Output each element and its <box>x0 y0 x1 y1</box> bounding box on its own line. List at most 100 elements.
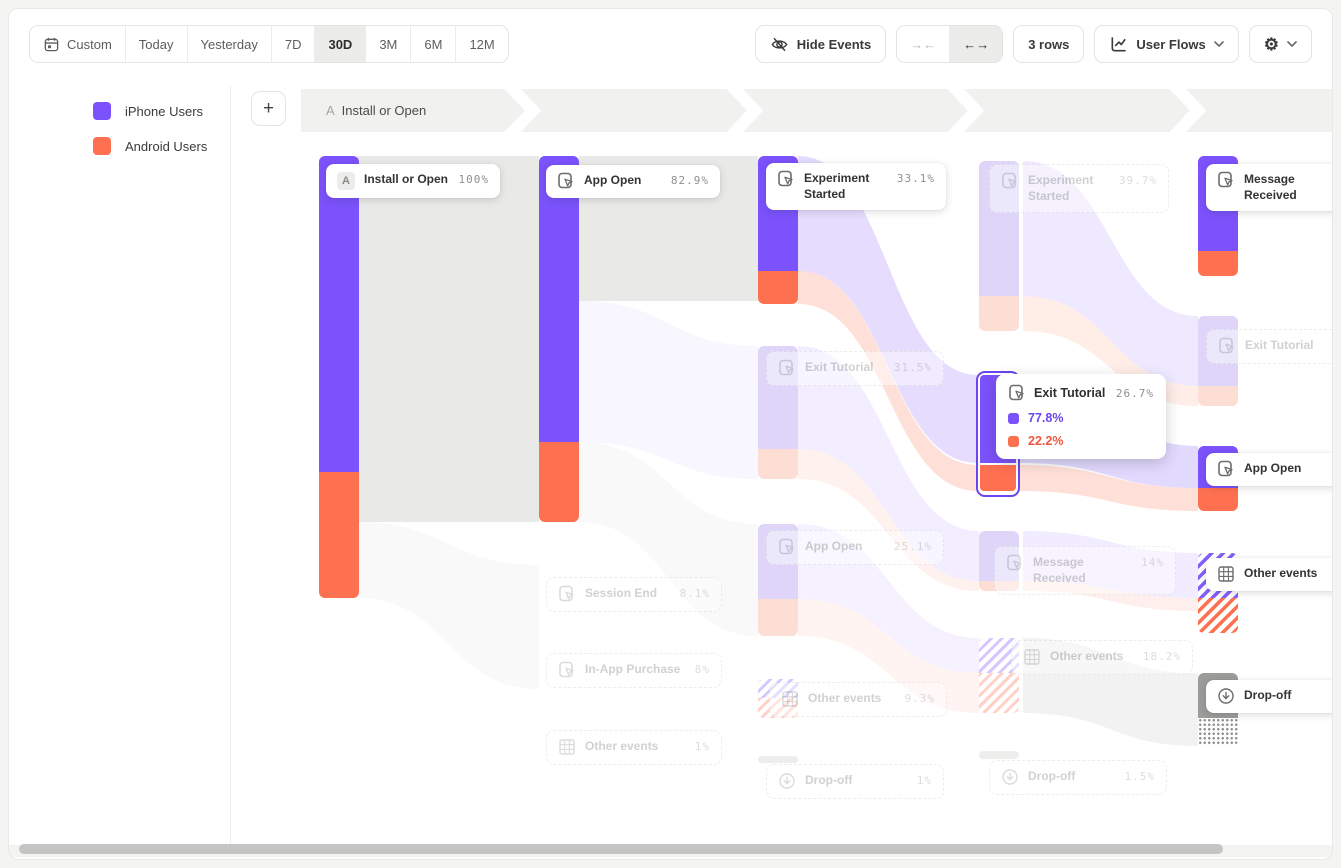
date-custom-label: Custom <box>67 36 112 52</box>
event-icon <box>558 661 576 679</box>
legend-label: iPhone Users <box>125 103 204 119</box>
node-card-exit-tutorial-3[interactable]: Exit Tutorial 31.5% <box>766 351 944 386</box>
event-icon <box>778 538 796 556</box>
expand-columns-button[interactable]: ←→ <box>950 26 1003 62</box>
node-card-other-events-4[interactable]: Other events 18.2% <box>1011 640 1193 675</box>
toolbar: Custom Today Yesterday 7D 30D 3M 6M 12M … <box>9 9 1332 79</box>
grid-icon <box>1217 565 1235 583</box>
node-card-experiment-started-3[interactable]: Experiment Started 33.1% <box>766 163 946 211</box>
drop-off-icon <box>1217 687 1235 705</box>
bar-app-open-3[interactable] <box>758 524 798 636</box>
node-label: Other events <box>808 691 882 705</box>
date-7d-button[interactable]: 7D <box>271 26 316 62</box>
node-label: In-App Purchase <box>585 662 681 676</box>
tooltip-android-row: 22.2% <box>1008 434 1154 448</box>
flow-install-to-appopen[interactable] <box>357 156 539 522</box>
hide-events-button[interactable]: Hide Events <box>754 25 887 63</box>
node-card-other-events-5[interactable]: Other events <box>1206 558 1332 591</box>
date-today-button[interactable]: Today <box>125 26 188 62</box>
node-label: Message Received <box>1244 172 1297 202</box>
node-label: Experiment Started <box>804 171 870 201</box>
user-flows-icon <box>1109 35 1128 54</box>
node-card-app-open-5[interactable]: App Open <box>1206 453 1332 486</box>
android-swatch <box>1008 435 1019 447</box>
event-icon <box>1217 460 1235 478</box>
node-card-app-open-3[interactable]: App Open 25.1% <box>766 530 944 565</box>
bar-dropoff-4[interactable] <box>979 751 1019 759</box>
node-label: Other events <box>1244 566 1318 580</box>
gear-icon: ⚙ <box>1263 34 1279 54</box>
node-card-dropoff-3[interactable]: Drop-off 1% <box>766 764 944 799</box>
node-card-app-open-2[interactable]: App Open 82.9% <box>546 165 720 198</box>
node-label: App Open <box>1244 461 1302 475</box>
node-pct: 9.3% <box>904 692 935 705</box>
date-custom-button[interactable]: Custom <box>30 26 126 62</box>
node-pct: 33.1% <box>896 172 935 185</box>
bar-other-events-4[interactable] <box>979 638 1019 713</box>
node-pct: 31.5% <box>893 361 932 374</box>
node-label: Message Received <box>1033 555 1086 585</box>
chevron-down-icon <box>1214 41 1224 47</box>
node-label: Drop-off <box>1028 769 1076 783</box>
node-label: Experiment Started <box>1028 173 1094 203</box>
legend-item-android[interactable]: Android Users <box>93 137 207 155</box>
event-icon <box>1008 384 1026 402</box>
grid-icon <box>1023 648 1041 666</box>
expand-icon: ←→ <box>963 36 990 52</box>
node-label: Install or Open <box>364 172 449 186</box>
bar-install-or-open[interactable] <box>319 156 359 598</box>
event-icon <box>557 172 575 190</box>
collapse-icon: →← <box>910 36 937 52</box>
event-icon <box>1001 172 1019 190</box>
date-30d-button[interactable]: 30D <box>315 26 367 62</box>
node-card-install-or-open[interactable]: A Install or Open 100% <box>326 164 500 198</box>
node-pct: 8% <box>694 663 710 676</box>
bar-app-open-2[interactable] <box>539 156 579 522</box>
chevron-down-icon <box>1287 41 1297 47</box>
step-header-bar[interactable] <box>301 89 1332 132</box>
node-pct: 8.1% <box>679 587 710 600</box>
node-card-other-events-2[interactable]: Other events 1% <box>546 730 722 765</box>
plus-icon: + <box>262 97 275 119</box>
node-card-experiment-started-4[interactable]: Experiment Started 39.7% <box>989 164 1169 214</box>
event-a-badge: A <box>337 172 355 190</box>
date-6m-button[interactable]: 6M <box>411 26 457 62</box>
rows-button[interactable]: 3 rows <box>1013 25 1085 63</box>
event-icon <box>1006 554 1024 572</box>
node-card-session-end[interactable]: Session End 8.1% <box>546 577 722 612</box>
node-label: App Open <box>805 539 863 553</box>
node-card-message-received-4[interactable]: Message Received 14% <box>994 546 1176 596</box>
node-label: Drop-off <box>805 773 853 787</box>
node-pct: 39.7% <box>1118 174 1157 187</box>
event-icon <box>1217 171 1235 189</box>
add-step-button[interactable]: + <box>251 91 286 126</box>
iphone-users-swatch <box>93 102 111 120</box>
node-label: Session End <box>585 586 658 600</box>
toolbar-right: Hide Events →← ←→ 3 rows User Flows <box>754 25 1312 63</box>
collapse-columns-button[interactable]: →← <box>897 26 951 62</box>
date-12m-button[interactable]: 12M <box>456 26 508 62</box>
node-card-dropoff-4[interactable]: Drop-off 1.5% <box>989 760 1167 795</box>
node-pct: 25.1% <box>893 540 932 553</box>
node-card-in-app-purchase[interactable]: In-App Purchase 8% <box>546 653 722 688</box>
calendar-icon <box>43 36 60 53</box>
view-selector-button[interactable]: User Flows <box>1094 25 1239 63</box>
node-label: Other events <box>1050 649 1124 663</box>
horizontal-scrollbar-thumb[interactable] <box>19 844 1223 854</box>
bar-dropoff-3[interactable] <box>758 756 798 763</box>
horizontal-scrollbar-track[interactable] <box>9 844 1332 857</box>
legend-panel: iPhone Users Android Users <box>9 86 231 846</box>
eye-off-icon <box>770 35 789 54</box>
node-card-message-received-5[interactable]: Message Received <box>1206 164 1332 212</box>
step-1-label[interactable]: A Install or Open <box>326 89 426 132</box>
date-yesterday-button[interactable]: Yesterday <box>187 26 272 62</box>
settings-button[interactable]: ⚙ <box>1248 25 1312 63</box>
event-icon <box>1218 337 1236 355</box>
legend-label: Android Users <box>125 138 208 154</box>
tooltip-iphone-value: 77.8% <box>1028 411 1064 425</box>
date-3m-button[interactable]: 3M <box>366 26 412 62</box>
node-card-dropoff-5[interactable]: Drop-off <box>1206 680 1332 713</box>
legend-item-iphone[interactable]: iPhone Users <box>93 102 203 120</box>
node-card-exit-tutorial-5[interactable]: Exit Tutorial <box>1206 329 1332 364</box>
node-card-other-events-3[interactable]: Other events 9.3% <box>769 682 947 717</box>
